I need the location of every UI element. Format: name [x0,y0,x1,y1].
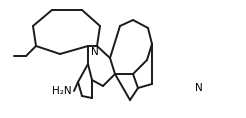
Text: H₂N: H₂N [52,86,72,96]
Text: N: N [91,47,99,57]
Text: N: N [195,83,203,93]
